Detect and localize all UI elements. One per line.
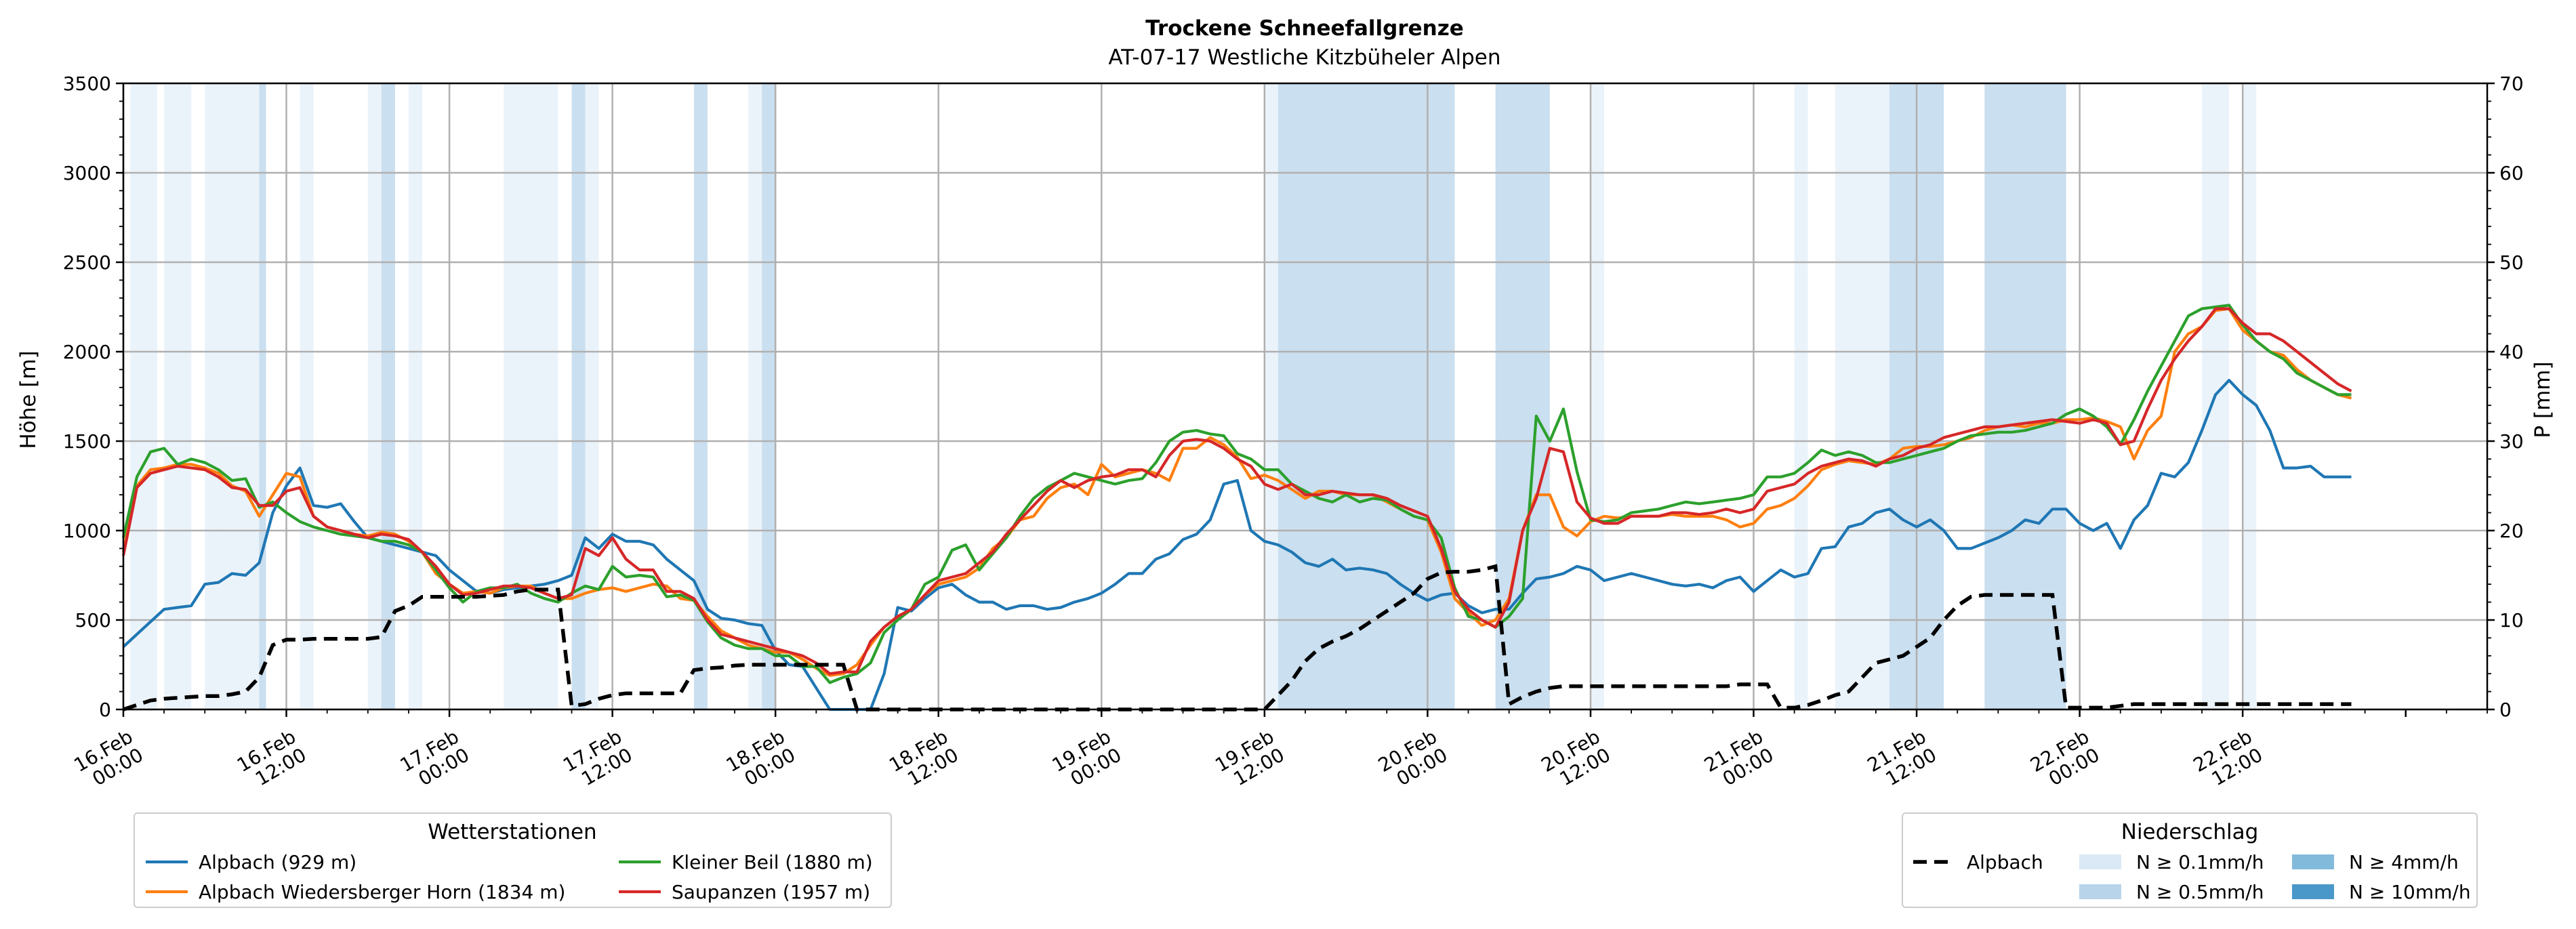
precip-band-21 [1889, 83, 1904, 709]
precip-band-9 [504, 83, 558, 709]
y2-tick-label-2: 20 [2499, 520, 2524, 542]
stations-legend-title: Wetterstationen [428, 820, 596, 844]
precipitation-legend-swatch-2 [2292, 854, 2334, 869]
stations-legend-label-0: Alpbach (929 m) [199, 851, 356, 873]
precip-band-4 [259, 83, 266, 709]
x-tick-label-4: 18.Feb00:00 [722, 725, 800, 794]
x-tick-label-2: 17.Feb00:00 [396, 725, 474, 794]
precipitation-legend-label-0: N ≥ 0.1mm/h [2136, 851, 2264, 873]
precipitation-legend-line-label: Alpbach [1967, 851, 2043, 873]
y2-tick-label-7: 70 [2499, 73, 2524, 95]
precip-line-alpbach [123, 564, 2352, 711]
stations-legend-label-2: Kleiner Beil (1880 m) [672, 851, 873, 873]
chart-subtitle: AT-07-17 Westliche Kitzbüheler Alpen [1109, 45, 1501, 70]
precipitation-legend-swatch-0 [2079, 854, 2121, 869]
y-tick-label-6: 3000 [63, 162, 111, 184]
y2-tick-label-4: 40 [2499, 341, 2524, 363]
x-tick-label-8: 20.Feb00:00 [1374, 725, 1452, 794]
y2-axis-label: P [mm] [2531, 361, 2555, 438]
precip-band-12 [693, 83, 708, 709]
precip-band-8 [408, 83, 423, 709]
x-tick-label-3: 17.Feb12:00 [559, 725, 636, 794]
precip-band-15 [1264, 83, 1278, 709]
precip-band-2 [205, 83, 219, 709]
precipitation-legend: Niederschlag Alpbach N ≥ 0.1mm/h N ≥ 0.5mm… [1902, 812, 2478, 908]
precip-band-16 [1277, 83, 1455, 709]
series-line-3 [121, 307, 2352, 676]
chart-title: Trockene Schneefallgrenze [1145, 16, 1464, 41]
precip-band-13 [748, 83, 762, 709]
y2-tick-label-5: 50 [2499, 251, 2524, 274]
y-axis-left: 0 500 1000 1500 2000 2500 3000 3500 [63, 73, 123, 721]
y2-tick-label-1: 10 [2499, 609, 2524, 632]
precip-band-23 [1984, 83, 2066, 709]
y2-tick-label-3: 30 [2499, 430, 2524, 453]
precip-band-10 [571, 83, 586, 709]
y-tick-label-7: 3500 [63, 73, 111, 95]
x-tick-label-1: 16.Feb12:00 [233, 725, 310, 794]
precip-band-22 [1903, 83, 1944, 709]
precipitation-legend-title: Niederschlag [2121, 820, 2259, 844]
x-tick-label-0: 16.Feb00:00 [70, 725, 147, 794]
precip-band-17 [1495, 83, 1550, 709]
precip-band-6 [367, 83, 382, 709]
y-tick-label-3: 1500 [63, 430, 111, 453]
x-tick-label-5: 18.Feb12:00 [885, 725, 962, 794]
precipitation-bands [130, 83, 2257, 709]
precip-band-3 [218, 83, 260, 709]
precip-band-20 [1835, 83, 1889, 709]
precipitation-legend-swatch-1 [2079, 884, 2121, 899]
precip-band-0 [130, 83, 158, 709]
y-tick-label-0: 0 [99, 699, 111, 721]
precip-band-25 [2243, 83, 2257, 709]
precip-band-5 [300, 83, 314, 709]
precip-band-19 [1794, 83, 1808, 709]
precip-band-18 [1590, 83, 1605, 709]
precipitation-legend-label-1: N ≥ 0.5mm/h [2136, 881, 2264, 903]
y2-tick-label-0: 0 [2499, 699, 2512, 721]
y-tick-label-5: 2500 [63, 251, 111, 274]
y-tick-label-1: 500 [75, 609, 111, 632]
precipitation-legend-box [1902, 812, 2478, 908]
y2-tick-label-6: 60 [2499, 162, 2524, 184]
stations-legend-label-1: Alpbach Wiedersberger Horn (1834 m) [199, 881, 565, 903]
x-tick-label-6: 19.Feb00:00 [1048, 725, 1126, 794]
x-tick-label-12: 22.Feb00:00 [2026, 725, 2104, 794]
y-tick-label-4: 2000 [63, 341, 111, 363]
stations-legend-label-3: Saupanzen (1957 m) [672, 881, 870, 903]
x-tick-label-13: 22.Feb12:00 [2190, 725, 2267, 794]
x-tick-label-7: 19.Feb12:00 [1211, 725, 1288, 794]
x-axis: 16.Feb00:00 16.Feb12:00 17.Feb00:00 17.Feb1… [70, 709, 2488, 794]
stations-legend: Wetterstationen Alpbach (929 m) Alpbach W… [134, 812, 892, 908]
x-tick-label-11: 21.Feb12:00 [1864, 725, 1941, 794]
precipitation-legend-label-3: N ≥ 10mm/h [2349, 881, 2471, 903]
precipitation-legend-swatch-3 [2292, 884, 2334, 899]
x-tick-label-10: 21.Feb00:00 [1700, 725, 1778, 794]
precip-band-1 [164, 83, 192, 709]
stations-legend-box [134, 812, 892, 908]
y-tick-label-2: 1000 [63, 520, 111, 542]
series-lines [121, 304, 2352, 711]
y-axis-right: 0 10 20 30 40 50 60 70 [2487, 73, 2524, 721]
x-tick-label-9: 20.Feb12:00 [1537, 725, 1614, 794]
precip-band-7 [381, 83, 395, 709]
precip-band-11 [585, 83, 599, 709]
precip-band-14 [762, 83, 776, 709]
precipitation-legend-label-2: N ≥ 4mm/h [2349, 851, 2459, 873]
y-axis-label: Höhe [m] [16, 350, 41, 449]
